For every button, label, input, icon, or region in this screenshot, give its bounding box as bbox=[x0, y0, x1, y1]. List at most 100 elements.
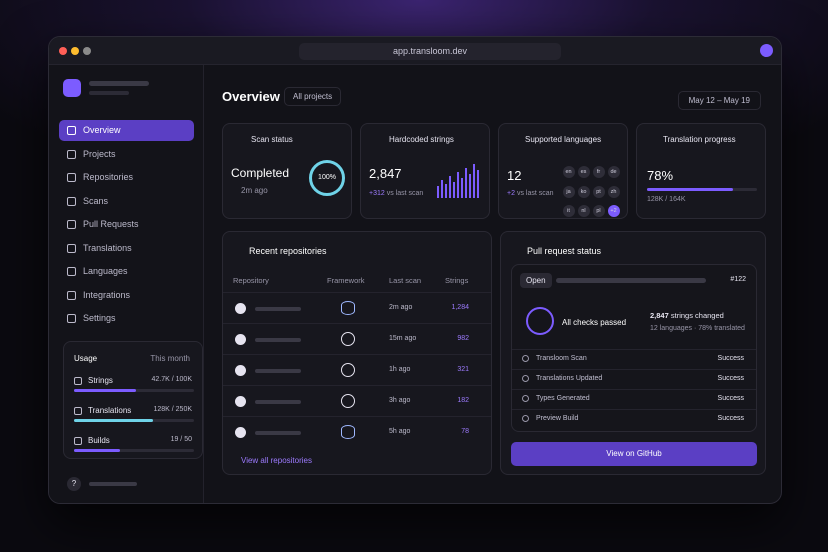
card-title: Scan status bbox=[251, 135, 293, 144]
check-icon bbox=[522, 395, 529, 402]
pr-panel: Open #122 All checks passed 2,847 string… bbox=[511, 264, 757, 432]
address-bar[interactable]: app.transloom.dev bbox=[299, 43, 561, 60]
column-header: Last scan bbox=[389, 276, 422, 285]
framework-icon bbox=[341, 301, 355, 315]
usage-label: Builds bbox=[88, 436, 110, 445]
usage-period[interactable]: This month bbox=[150, 354, 190, 363]
column-header: Repository bbox=[233, 276, 269, 285]
check-name: Preview Build bbox=[536, 415, 579, 422]
language-chip: ja bbox=[562, 185, 575, 198]
usage-fill bbox=[74, 419, 154, 422]
language-chip: nl bbox=[577, 205, 590, 217]
language-chip: fr bbox=[592, 166, 605, 178]
nav-item[interactable]: Languages bbox=[59, 261, 194, 282]
page-title: Overview bbox=[222, 89, 280, 104]
language-chip: pt bbox=[592, 185, 605, 198]
usage-panel: Usage This month Strings 42.7K / 100K Tran… bbox=[63, 341, 203, 459]
nav-item[interactable]: Translations bbox=[59, 238, 194, 259]
repo-name-placeholder bbox=[255, 369, 301, 373]
usage-fill bbox=[74, 449, 120, 452]
url: app.transloom.dev bbox=[392, 46, 468, 56]
check-icon bbox=[522, 415, 529, 422]
language-chip: en bbox=[562, 166, 575, 178]
ring: 100% bbox=[309, 160, 345, 196]
usage-label: Translations bbox=[88, 406, 132, 415]
language-chip: de bbox=[607, 166, 620, 178]
check-result: Success bbox=[717, 415, 744, 422]
progress-sub: 128K / 164K bbox=[647, 196, 686, 203]
view-all-link[interactable]: View all repositories bbox=[241, 456, 312, 465]
repo-row: 15m ago 982 bbox=[223, 323, 491, 354]
delta-note: vs last scan bbox=[516, 190, 554, 197]
check-result: Success bbox=[717, 395, 744, 402]
language-chip: it bbox=[562, 205, 575, 217]
repo-icon bbox=[235, 427, 246, 438]
usage-icon bbox=[74, 437, 82, 445]
repo-row: 5h ago 78 bbox=[223, 416, 491, 447]
scan-time: 2m ago bbox=[241, 186, 268, 195]
string-count: 182 bbox=[457, 397, 469, 404]
nav-item[interactable]: Settings bbox=[59, 308, 194, 329]
string-count: 321 bbox=[457, 366, 469, 373]
language-chip: +2 bbox=[607, 205, 620, 217]
github-button[interactable]: View on GitHub bbox=[511, 442, 757, 466]
last-scan: 5h ago bbox=[389, 428, 411, 435]
pull-request-card: Pull request status Open #122 All checks… bbox=[500, 231, 766, 475]
last-scan: 15m ago bbox=[389, 335, 417, 342]
framework-icon bbox=[341, 394, 355, 408]
usage-value: 128K / 250K bbox=[153, 406, 192, 413]
strings-value: 2,847 bbox=[369, 166, 402, 181]
nav-item[interactable]: Repositories bbox=[59, 167, 194, 188]
nav-item[interactable]: Pull Requests bbox=[59, 214, 194, 235]
check-icon bbox=[522, 375, 529, 382]
usage-track bbox=[74, 389, 194, 392]
check-row: Types Generated Success bbox=[512, 389, 756, 408]
delta: +2 bbox=[507, 190, 515, 197]
minimize-button[interactable] bbox=[71, 47, 79, 55]
check-row: Translations Updated Success bbox=[512, 369, 756, 388]
nav-item[interactable]: Projects bbox=[59, 144, 194, 165]
language-chip: ko bbox=[577, 185, 590, 198]
avatar[interactable] bbox=[760, 44, 773, 57]
sparkline bbox=[437, 164, 479, 198]
check-result: Success bbox=[717, 375, 744, 382]
nav-item[interactable]: Overview bbox=[59, 120, 194, 141]
framework-icon bbox=[341, 425, 355, 439]
repo-icon bbox=[235, 365, 246, 376]
pr-icon bbox=[526, 307, 554, 335]
column-header: Framework bbox=[327, 276, 365, 285]
repo-row: 3h ago 182 bbox=[223, 385, 491, 416]
zoom-button[interactable] bbox=[83, 47, 91, 55]
usage-value: 19 / 50 bbox=[170, 436, 192, 443]
main: Overview All projects May 12 – May 19 Sc… bbox=[204, 65, 781, 503]
nav-item[interactable]: Scans bbox=[59, 191, 194, 212]
check-result: Success bbox=[717, 355, 744, 362]
help-button[interactable]: ? bbox=[67, 477, 81, 491]
language-chips: en es fr de ja ko pt zh it nl pl +2 bbox=[561, 160, 625, 219]
repo-icon bbox=[235, 334, 246, 345]
project-filter[interactable]: All projects bbox=[284, 87, 342, 106]
strings-card: Hardcoded strings 2,847 +312 vs last sca… bbox=[360, 123, 490, 219]
repo-icon bbox=[235, 396, 246, 407]
language-chip: zh bbox=[607, 185, 620, 198]
card-title: Hardcoded strings bbox=[389, 135, 454, 144]
delta: +312 bbox=[369, 190, 385, 197]
nav-item[interactable]: Integrations bbox=[59, 285, 194, 306]
check-name: Types Generated bbox=[536, 395, 590, 402]
close-button[interactable] bbox=[59, 47, 67, 55]
usage-fill bbox=[74, 389, 137, 392]
status-badge: Open bbox=[520, 273, 552, 288]
changed-count: 2,847 bbox=[650, 311, 669, 320]
repo-name-placeholder bbox=[255, 400, 301, 404]
usage-track bbox=[74, 419, 194, 422]
framework-icon bbox=[341, 363, 355, 377]
framework-icon bbox=[341, 332, 355, 346]
pr-number: #122 bbox=[730, 276, 746, 283]
language-chip: pl bbox=[592, 205, 605, 217]
usage-track bbox=[74, 449, 194, 452]
progress-card: Translation progress 78% 128K / 164K bbox=[636, 123, 766, 219]
date-range[interactable]: May 12 – May 19 bbox=[677, 91, 761, 110]
logo bbox=[63, 79, 81, 97]
string-count: 982 bbox=[457, 335, 469, 342]
